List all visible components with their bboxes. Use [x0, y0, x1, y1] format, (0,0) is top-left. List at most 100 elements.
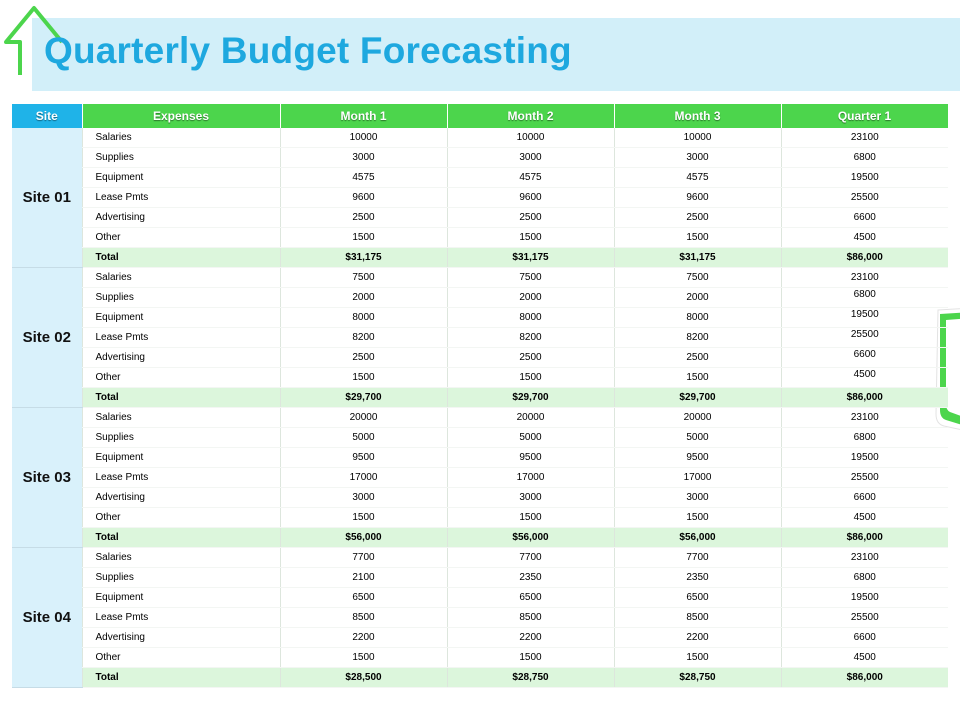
expense-label: Lease Pmts	[81, 467, 280, 488]
month-1-value: 1500	[279, 367, 447, 388]
month-3-total: $29,700	[613, 387, 781, 408]
expense-label: Supplies	[81, 567, 280, 588]
total-label: Total	[81, 667, 280, 688]
table-row: Lease Pmts 9600 9600 9600 25500	[12, 187, 948, 208]
expense-label: Advertising	[81, 627, 280, 648]
table-row: Supplies 2100 2350 2350 6800	[12, 567, 948, 588]
page-title: Quarterly Budget Forecasting	[44, 30, 572, 71]
quarter-1-value: 25500	[780, 187, 948, 208]
month-1-total: $31,175	[279, 247, 447, 268]
month-2-value: 2000	[446, 287, 614, 308]
month-3-value: 2200	[613, 627, 781, 648]
month-3-value: 3000	[613, 147, 781, 168]
month-3-value: 2500	[613, 207, 781, 228]
month-2-value: 6500	[446, 587, 614, 608]
expense-label: Salaries	[81, 267, 280, 288]
table-row: Equipment 8000 8000 8000 19500	[12, 307, 948, 328]
month-1-value: 3000	[279, 487, 447, 508]
expense-label: Salaries	[81, 407, 280, 428]
total-row: Total $28,500 $28,750 $28,750 $86,000	[12, 667, 948, 688]
quarter-1-value: 4500	[780, 227, 948, 248]
quarter-1-column-header: Quarter 1	[781, 104, 949, 128]
month-2-value: 8500	[446, 607, 614, 628]
expense-label: Supplies	[81, 287, 280, 308]
table-row: Lease Pmts 17000 17000 17000 25500	[12, 467, 948, 488]
quarter-1-value: 6600	[780, 627, 948, 648]
table-row: Advertising 2200 2200 2200 6600	[12, 627, 948, 648]
month-1-value: 8500	[279, 607, 447, 628]
month-2-value: 2500	[446, 207, 614, 228]
expense-label: Lease Pmts	[81, 327, 280, 348]
month-1-value: 3000	[279, 147, 447, 168]
table-row: Other 1500 1500 1500 4500	[12, 227, 948, 248]
month-1-value: 6500	[279, 587, 447, 608]
month-3-value: 9600	[613, 187, 781, 208]
month-2-value: 7700	[446, 547, 614, 568]
table-row: Supplies 2000 2000 2000 6800	[12, 287, 948, 308]
month-1-value: 1500	[279, 647, 447, 668]
quarter-1-value: 6800	[780, 287, 948, 308]
site-03-group: Site 03 Salaries 20000 20000 20000 23100…	[12, 407, 948, 548]
month-1-value: 9500	[279, 447, 447, 468]
house-outline-icon	[4, 6, 64, 75]
table-row: Site 03 Salaries 20000 20000 20000 23100	[12, 407, 948, 548]
quarter-1-total: $86,000	[780, 667, 948, 688]
site-label: Site 04	[12, 547, 82, 688]
total-row: Total $56,000 $56,000 $56,000 $86,000	[12, 527, 948, 548]
table-row: Equipment 6500 6500 6500 19500	[12, 587, 948, 608]
budget-table: Site Expenses Month 1 Month 2 Month 3 Qu…	[12, 104, 949, 688]
month-2-value: 2350	[446, 567, 614, 588]
month-2-value: 3000	[446, 487, 614, 508]
quarter-1-value: 6800	[780, 567, 948, 588]
site-column-header: Site	[12, 104, 83, 128]
table-row: Lease Pmts 8500 8500 8500 25500	[12, 607, 948, 628]
header-row: Site Expenses Month 1 Month 2 Month 3 Qu…	[12, 104, 949, 128]
month-3-value: 1500	[613, 367, 781, 388]
quarter-1-value-text: 25500	[850, 329, 879, 340]
quarter-1-value: 4500	[780, 507, 948, 528]
month-3-value: 8200	[613, 327, 781, 348]
site-04-group: Site 04 Salaries 7700 7700 7700 23100 Su…	[12, 547, 948, 688]
month-2-total: $28,750	[446, 667, 614, 688]
table-row: Supplies 3000 3000 3000 6800	[12, 147, 948, 168]
month-2-value: 8200	[446, 327, 614, 348]
table-row: Advertising 2500 2500 2500 6600	[12, 347, 948, 368]
expense-label: Salaries	[81, 128, 280, 148]
quarter-1-value: 23100	[780, 128, 948, 148]
expense-label: Advertising	[81, 347, 280, 368]
month-1-value: 9600	[279, 187, 447, 208]
site-label: Site 03	[12, 407, 82, 548]
expenses-column-header: Expenses	[82, 104, 281, 128]
month-3-total: $28,750	[613, 667, 781, 688]
month-3-value: 5000	[613, 427, 781, 448]
month-3-value: 9500	[613, 447, 781, 468]
table-row: Other 1500 1500 1500 4500	[12, 367, 948, 388]
month-2-value: 1500	[446, 227, 614, 248]
quarter-1-value: 25500	[780, 467, 948, 488]
month-3-column-header: Month 3	[614, 104, 782, 128]
expense-label: Equipment	[81, 307, 280, 328]
month-2-value: 9500	[446, 447, 614, 468]
quarter-1-value: 19500	[780, 307, 948, 328]
table-row: Other 1500 1500 1500 4500	[12, 647, 948, 668]
month-1-value: 8000	[279, 307, 447, 328]
expense-label: Lease Pmts	[81, 607, 280, 628]
expense-label: Other	[81, 507, 280, 528]
month-2-total: $56,000	[446, 527, 614, 548]
quarter-1-value: 23100	[780, 267, 948, 288]
month-3-value: 8500	[613, 607, 781, 628]
table-row: Site 02 Salaries 7500 7500 7500 23100	[12, 267, 948, 408]
month-2-value: 10000	[446, 128, 614, 148]
quarter-1-value: 6600	[780, 347, 948, 368]
quarter-1-total: $86,000	[780, 387, 948, 408]
expense-label: Other	[81, 647, 280, 668]
month-1-value: 20000	[279, 407, 447, 428]
month-1-total: $28,500	[279, 667, 447, 688]
month-2-value: 5000	[446, 427, 614, 448]
quarter-1-value: 19500	[780, 167, 948, 188]
month-1-value: 7700	[279, 547, 447, 568]
month-2-value: 17000	[446, 467, 614, 488]
month-1-column-header: Month 1	[280, 104, 448, 128]
quarter-1-value: 4500	[780, 647, 948, 668]
month-3-value: 1500	[613, 647, 781, 668]
